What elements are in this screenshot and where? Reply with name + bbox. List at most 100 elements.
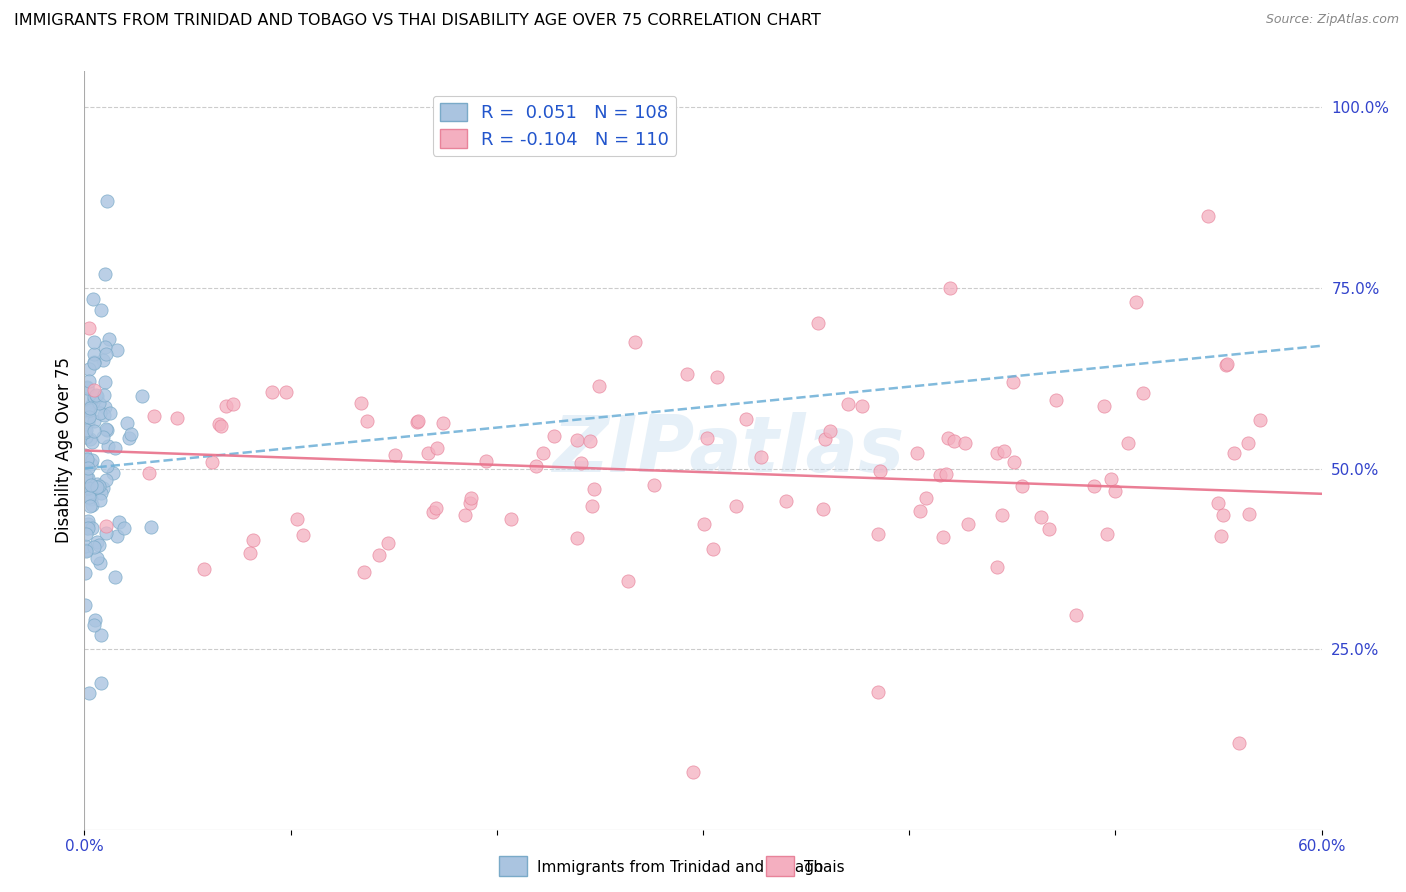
Point — [936, 431, 959, 445]
Point — [943, 434, 966, 448]
Point — [82, 521, 104, 535]
Point — [90, 302, 112, 317]
Point — [83, 618, 105, 632]
Point — [101, 467, 124, 481]
Point — [89, 556, 111, 570]
Point — [454, 508, 477, 522]
Point — [915, 491, 938, 506]
Point — [79, 432, 101, 446]
Point — [86, 389, 108, 403]
Point — [260, 385, 283, 400]
Point — [79, 401, 101, 416]
Point — [957, 516, 980, 531]
Point — [82, 292, 104, 306]
Point — [993, 443, 1015, 458]
Point — [425, 501, 447, 516]
Point — [1351, 260, 1374, 274]
Point — [524, 458, 547, 473]
Point — [1002, 455, 1025, 469]
Legend: R =  0.051   N = 108, R = -0.104   N = 110: R = 0.051 N = 108, R = -0.104 N = 110 — [433, 95, 676, 156]
Point — [77, 362, 100, 376]
Point — [221, 397, 243, 411]
Point — [80, 482, 103, 496]
Point — [1011, 479, 1033, 493]
Point — [131, 390, 153, 404]
Point — [80, 492, 103, 507]
Point — [406, 414, 429, 428]
Point — [94, 340, 117, 354]
Point — [83, 613, 105, 627]
Point — [676, 367, 699, 381]
Point — [76, 474, 98, 488]
Point — [953, 435, 976, 450]
Point — [682, 764, 704, 779]
Point — [583, 482, 606, 496]
Point — [79, 402, 101, 417]
Point — [907, 446, 929, 460]
Point — [86, 535, 108, 549]
Point — [818, 424, 841, 438]
Point — [285, 512, 308, 526]
Point — [928, 467, 950, 482]
Point — [105, 529, 128, 543]
Point — [617, 574, 640, 588]
Point — [406, 415, 429, 429]
Point — [83, 356, 105, 370]
Point — [1237, 508, 1260, 522]
Point — [460, 491, 482, 505]
Point — [75, 527, 97, 541]
Point — [77, 410, 100, 425]
Point — [1083, 479, 1105, 493]
Point — [77, 374, 100, 388]
Point — [75, 473, 97, 487]
Point — [79, 499, 101, 513]
Point — [77, 517, 100, 532]
Point — [696, 431, 718, 445]
Point — [115, 416, 138, 430]
Point — [94, 423, 117, 437]
Point — [643, 478, 665, 492]
Point — [193, 562, 215, 576]
Point — [868, 527, 890, 541]
Point — [76, 380, 98, 394]
Point — [75, 544, 97, 558]
Point — [239, 546, 262, 560]
Point — [76, 453, 98, 467]
Point — [142, 409, 165, 424]
Point — [1029, 509, 1052, 524]
Point — [208, 417, 231, 431]
Point — [368, 548, 391, 562]
Point — [910, 504, 932, 518]
Point — [775, 493, 797, 508]
Point — [82, 498, 104, 512]
Point — [807, 317, 830, 331]
Point — [209, 419, 232, 434]
Point — [83, 355, 105, 369]
Point — [118, 431, 141, 445]
Point — [75, 543, 97, 558]
Point — [138, 466, 160, 480]
Point — [75, 430, 97, 444]
Point — [90, 486, 112, 500]
Point — [569, 456, 592, 470]
Point — [83, 541, 105, 555]
Point — [83, 390, 105, 404]
Point — [201, 455, 224, 469]
Point — [89, 538, 111, 552]
Point — [579, 434, 602, 448]
Point — [94, 400, 117, 414]
Point — [811, 501, 834, 516]
Point — [80, 399, 103, 413]
Point — [94, 267, 117, 281]
Point — [1209, 529, 1232, 543]
Point — [215, 399, 238, 413]
Point — [94, 473, 117, 487]
Point — [86, 480, 108, 494]
Point — [75, 566, 97, 580]
Text: Thais: Thais — [804, 860, 845, 874]
Point — [1092, 400, 1115, 414]
Point — [76, 452, 98, 467]
Point — [702, 541, 724, 556]
Point — [82, 453, 104, 467]
Point — [935, 467, 957, 481]
